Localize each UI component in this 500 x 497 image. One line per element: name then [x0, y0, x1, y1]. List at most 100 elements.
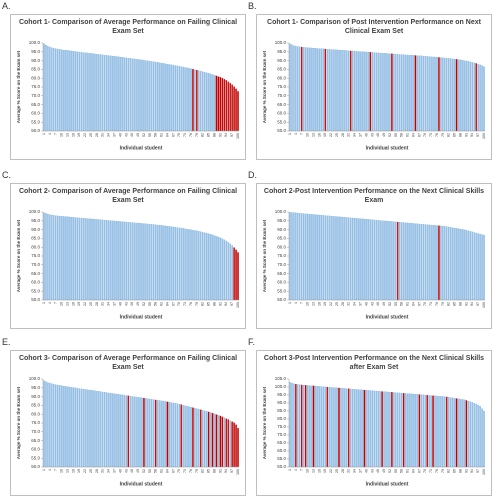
bar — [96, 219, 98, 301]
x-tick-label: 85 — [453, 469, 457, 473]
x-tick-label: 94 — [224, 469, 228, 473]
bar — [104, 392, 106, 468]
bar — [444, 57, 446, 132]
chart-panel: Cohort 3- Comparison of Average Performa… — [10, 350, 246, 496]
bar — [135, 222, 137, 301]
bar — [215, 75, 218, 132]
bar — [297, 212, 299, 301]
x-tick-label: 58 — [154, 469, 158, 473]
x-tick-label: 94 — [470, 469, 474, 473]
x-tick-label: 4 — [294, 302, 298, 304]
y-tick-label: 95.0 — [31, 49, 40, 54]
x-tick-label: 64 — [165, 302, 169, 306]
bar — [477, 233, 479, 301]
bar — [156, 62, 159, 132]
bar — [430, 224, 432, 301]
bar — [314, 48, 317, 132]
bar — [446, 58, 448, 132]
bar — [299, 213, 301, 301]
bar — [170, 226, 173, 301]
bar — [359, 389, 362, 468]
bar — [350, 217, 352, 301]
bar — [176, 65, 178, 132]
bar — [402, 54, 405, 132]
bar — [449, 227, 452, 301]
bar — [297, 46, 299, 132]
bar — [451, 397, 454, 468]
bar — [342, 50, 344, 132]
bar — [186, 228, 188, 301]
x-tick-label: 88 — [458, 469, 462, 473]
bar — [367, 390, 370, 468]
bar — [149, 398, 151, 468]
bar — [301, 213, 303, 301]
y-tick-label: 50.0 — [31, 297, 40, 302]
bar — [432, 225, 434, 301]
bar — [430, 395, 432, 468]
bar — [107, 55, 110, 132]
bar — [448, 397, 450, 468]
bar — [306, 385, 309, 468]
bar — [342, 388, 344, 468]
bar — [475, 232, 477, 301]
bar — [442, 225, 444, 301]
bar — [158, 62, 161, 132]
y-axis-label: Average % Score on the Exam set — [262, 219, 267, 292]
panel-letter: D. — [248, 170, 257, 180]
x-tick-label: 52 — [388, 302, 392, 306]
chart-title: Cohort 3- Comparison of Average Performa… — [18, 355, 238, 371]
x-tick-label: 16 — [317, 133, 321, 137]
bar — [182, 228, 184, 301]
bar — [351, 217, 354, 301]
bar — [202, 232, 204, 301]
x-tick-label: 76 — [435, 469, 439, 473]
x-tick-label: 55 — [148, 302, 152, 306]
bar — [76, 217, 79, 301]
bar — [58, 215, 61, 301]
bar — [237, 428, 239, 468]
bar — [434, 56, 436, 132]
bar — [438, 57, 440, 132]
y-tick-label: 55.0 — [277, 456, 286, 461]
bar — [434, 225, 436, 301]
x-tick-label: 79 — [195, 302, 199, 306]
bar — [100, 219, 102, 301]
bar — [483, 234, 485, 301]
x-tick-label: 4 — [294, 133, 298, 135]
y-tick-label: 50.0 — [31, 464, 40, 469]
bar — [207, 411, 210, 468]
bar — [70, 217, 73, 301]
bar — [289, 43, 291, 132]
bar — [299, 46, 301, 132]
y-tick-label: 80.0 — [277, 75, 286, 80]
bar — [58, 385, 61, 468]
bar — [45, 381, 47, 468]
bar — [111, 220, 114, 301]
bar — [385, 53, 387, 132]
bar — [49, 383, 51, 468]
bar — [129, 395, 131, 468]
bar — [326, 49, 328, 132]
bar — [442, 396, 444, 468]
bar — [117, 56, 120, 132]
x-tick-label: 34 — [107, 469, 111, 473]
bar — [481, 65, 483, 132]
x-tick-label: 28 — [341, 302, 345, 306]
bar — [74, 51, 77, 132]
x-tick-label: 64 — [165, 133, 169, 137]
x-tick-label: 31 — [101, 469, 105, 473]
x-tick-label: 61 — [406, 469, 410, 473]
x-tick-label: 25 — [89, 302, 93, 306]
x-tick-label: 28 — [341, 469, 345, 473]
x-tick-label: 55 — [394, 302, 398, 306]
bar — [66, 386, 69, 468]
bar — [381, 391, 383, 468]
bar — [322, 215, 325, 301]
y-tick-label: 70.0 — [31, 429, 40, 434]
bar — [176, 227, 178, 301]
bar — [119, 221, 122, 301]
bar — [483, 410, 485, 468]
x-tick-label: 70 — [177, 302, 181, 306]
x-tick-label: 1 — [288, 469, 292, 471]
x-tick-label: 19 — [323, 133, 327, 137]
